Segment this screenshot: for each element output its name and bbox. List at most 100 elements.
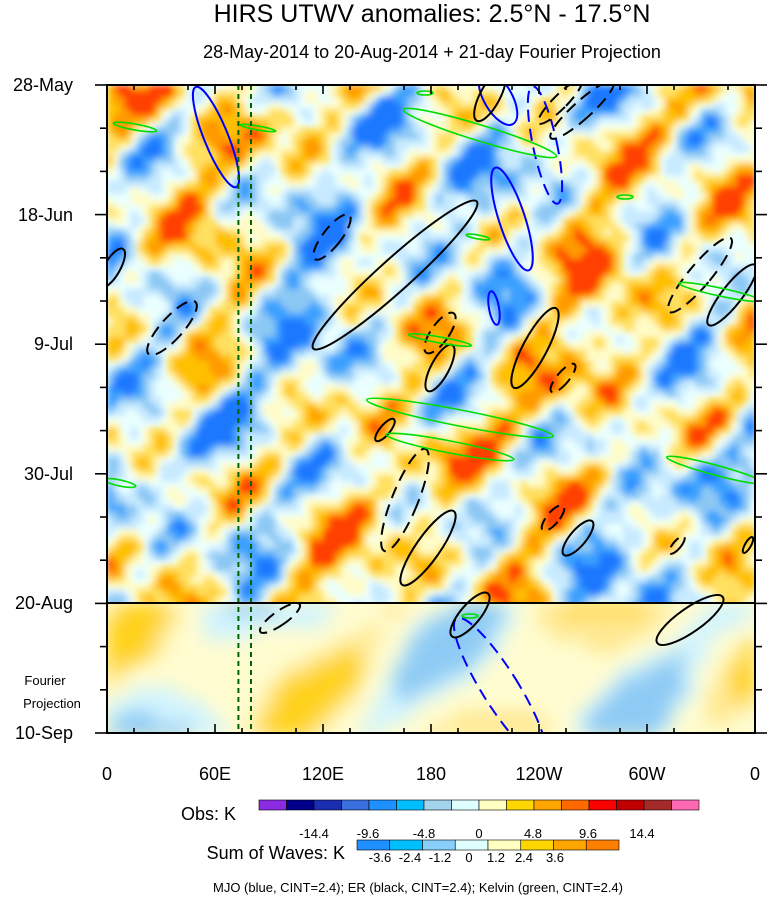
- obs-cell: [743, 367, 750, 374]
- obs-cell: [161, 103, 168, 110]
- obs-cell: [737, 325, 744, 332]
- obs-cell: [509, 169, 516, 176]
- obs-cell: [653, 85, 660, 92]
- obs-cell: [581, 85, 588, 92]
- obs-cell: [701, 109, 708, 116]
- obs-cell: [311, 217, 318, 224]
- obs-cell: [197, 289, 204, 296]
- obs-cell: [431, 277, 438, 284]
- obs-cell: [377, 325, 384, 332]
- obs-cell: [551, 163, 558, 170]
- obs-cell: [149, 181, 156, 188]
- obs-cell: [635, 223, 642, 230]
- obs-cell: [233, 343, 240, 350]
- obs-cell: [155, 259, 162, 266]
- obs-cell: [305, 97, 312, 104]
- obs-cell: [539, 295, 546, 302]
- obs-cell: [437, 391, 444, 398]
- obs-cell: [335, 151, 342, 158]
- obs-cell: [269, 331, 276, 338]
- obs-cell: [365, 337, 372, 344]
- obs-cell: [407, 205, 414, 212]
- obs-cell: [359, 313, 366, 320]
- obs-cell: [131, 355, 138, 362]
- obs-cell: [335, 349, 342, 356]
- obs-cell: [149, 409, 156, 416]
- obs-cell: [533, 187, 540, 194]
- obs-cell: [503, 343, 510, 350]
- obs-cell: [323, 205, 330, 212]
- obs-cell: [455, 331, 462, 338]
- obs-cell: [443, 307, 450, 314]
- obs-cell: [125, 133, 132, 140]
- obs-cell: [557, 91, 564, 98]
- obs-cell: [653, 247, 660, 254]
- obs-cell: [263, 289, 270, 296]
- obs-cell: [233, 91, 240, 98]
- obs-cell: [719, 205, 726, 212]
- obs-cell: [437, 361, 444, 368]
- obs-cell: [221, 229, 228, 236]
- obs-cell: [659, 337, 666, 344]
- obs-cell: [143, 139, 150, 146]
- obs-cell: [623, 397, 630, 404]
- obs-cell: [707, 313, 714, 320]
- obs-cell: [407, 121, 414, 128]
- obs-cell: [485, 181, 492, 188]
- obs-cell: [377, 211, 384, 218]
- obs-cell: [191, 151, 198, 158]
- obs-cell: [437, 397, 444, 404]
- obs-cell: [131, 151, 138, 158]
- obs-cell: [551, 283, 558, 290]
- obs-cell: [671, 169, 678, 176]
- obs-cell: [689, 157, 696, 164]
- obs-cell: [413, 337, 420, 344]
- obs-cell: [257, 187, 264, 194]
- obs-cell: [137, 313, 144, 320]
- obs-cell: [443, 157, 450, 164]
- obs-cell: [449, 157, 456, 164]
- obs-cell: [443, 355, 450, 362]
- obs-cell: [137, 169, 144, 176]
- obs-cell: [269, 217, 276, 224]
- obs-cell: [155, 127, 162, 134]
- obs-cell: [113, 187, 120, 194]
- obs-cell: [587, 91, 594, 98]
- obs-cell: [131, 361, 138, 368]
- obs-cell: [293, 331, 300, 338]
- obs-cell: [719, 271, 726, 278]
- obs-cell: [737, 157, 744, 164]
- obs-cell: [113, 145, 120, 152]
- obs-cell: [239, 253, 246, 260]
- obs-cell: [347, 127, 354, 134]
- obs-cell: [533, 397, 540, 404]
- obs-cell: [395, 151, 402, 158]
- obs-cell: [503, 253, 510, 260]
- obs-cell: [443, 85, 450, 92]
- obs-cell: [713, 343, 720, 350]
- obs-cell: [245, 313, 252, 320]
- obs-cell: [509, 247, 516, 254]
- obs-cell: [743, 271, 750, 278]
- obs-cell: [293, 229, 300, 236]
- obs-cell: [263, 163, 270, 170]
- obs-cell: [389, 97, 396, 104]
- obs-cell: [551, 361, 558, 368]
- obs-cell: [521, 223, 528, 230]
- obs-cell: [167, 277, 174, 284]
- obs-cell: [323, 199, 330, 206]
- obs-cell: [167, 307, 174, 314]
- obs-cell: [575, 361, 582, 368]
- obs-cell: [665, 307, 672, 314]
- obs-cell: [179, 145, 186, 152]
- obs-cell: [665, 229, 672, 236]
- obs-cell: [245, 301, 252, 308]
- obs-cell: [119, 187, 126, 194]
- obs-cell: [701, 397, 708, 404]
- obs-cell: [557, 337, 564, 344]
- obs-cell: [707, 97, 714, 104]
- obs-cell: [749, 229, 755, 236]
- obs-cell: [137, 343, 144, 350]
- obs-cell: [293, 139, 300, 146]
- obs-cell: [245, 367, 252, 374]
